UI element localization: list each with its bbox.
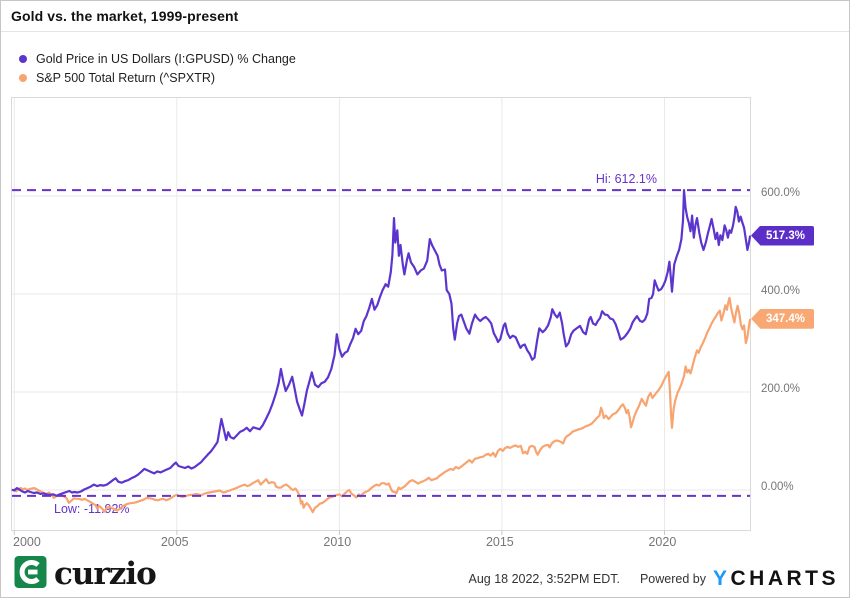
y-tick-label: 400.0%: [761, 285, 801, 297]
curzio-logo-icon: [14, 554, 48, 594]
title-divider: [1, 31, 849, 32]
sp500-value-badge: 347.4%: [751, 308, 815, 329]
hi-annotation: Hi: 612.1%: [596, 172, 657, 186]
ycharts-y-glyph: Y: [712, 567, 731, 590]
low-annotation: Low: -11.92%: [54, 502, 130, 516]
timestamp: Aug 18 2022, 3:52PM EDT.: [468, 572, 620, 586]
page-title: Gold vs. the market, 1999-present: [11, 8, 239, 24]
series-lines: [11, 188, 752, 514]
y-tick-label: 0.00%: [761, 481, 794, 493]
gold-value-badge: 517.3%: [751, 225, 815, 246]
gridlines: [12, 98, 750, 535]
plot-area: Hi: 612.1% Low: -11.92%: [11, 97, 752, 535]
chart-svg: Hi: 612.1% Low: -11.92%: [11, 98, 752, 535]
legend-item-sp500: S&P 500 Total Return (^SPXTR): [19, 68, 296, 87]
legend-label-gold: Gold Price in US Dollars (I:GPUSD) % Cha…: [36, 51, 296, 66]
sp500-series-dot-icon: [19, 73, 27, 82]
curzio-wordmark: curzio: [54, 556, 157, 592]
legend: Gold Price in US Dollars (I:GPUSD) % Cha…: [19, 49, 296, 87]
x-tick-label: 2020: [648, 535, 677, 549]
x-tick-label: 2000: [13, 535, 41, 549]
ycharts-logo: YCHARTS: [713, 567, 839, 591]
y-tick-label: 200.0%: [761, 383, 801, 395]
footer-attribution: Aug 18 2022, 3:52PM EDT. Powered by YCHA…: [468, 567, 839, 591]
powered-by-label: Powered by: [639, 572, 706, 586]
y-tick-label: 600.0%: [761, 187, 801, 199]
x-tick-label: 2005: [160, 535, 189, 549]
ycharts-wordmark: CHARTS: [730, 567, 839, 590]
curzio-logo: curzio: [14, 554, 157, 594]
legend-item-gold: Gold Price in US Dollars (I:GPUSD) % Cha…: [19, 49, 296, 68]
x-tick-label: 2010: [323, 535, 352, 549]
x-tick-label: 2015: [485, 535, 514, 549]
legend-label-sp500: S&P 500 Total Return (^SPXTR): [36, 70, 216, 85]
gold-series-dot-icon: [19, 54, 27, 63]
